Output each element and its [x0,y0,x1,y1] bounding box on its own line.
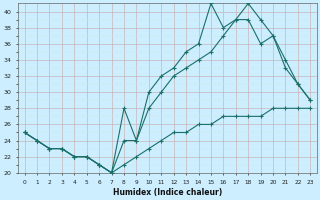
X-axis label: Humidex (Indice chaleur): Humidex (Indice chaleur) [113,188,222,197]
